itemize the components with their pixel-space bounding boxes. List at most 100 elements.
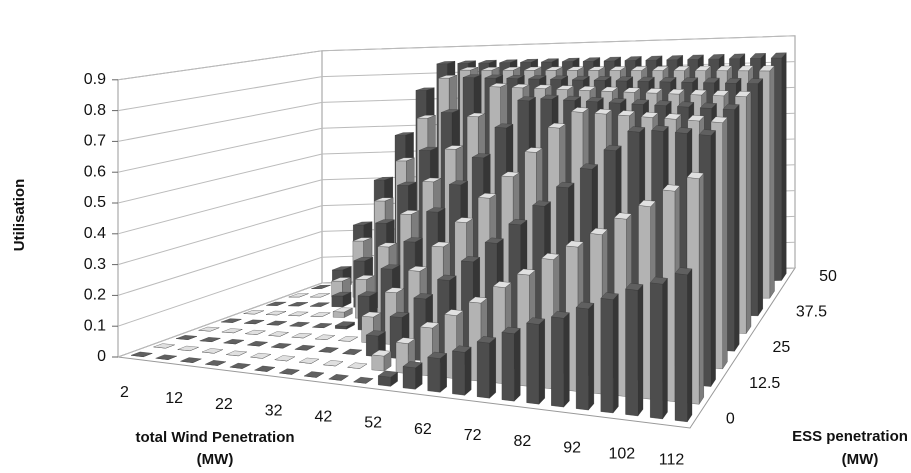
bar-side xyxy=(710,130,716,388)
bar-side xyxy=(722,117,728,370)
x-tick-label: 22 xyxy=(215,396,233,413)
bar-top xyxy=(395,157,415,162)
bar-top xyxy=(710,116,728,123)
y-tick-label: 0.8 xyxy=(84,102,106,119)
x-tick-label: 102 xyxy=(608,446,635,463)
bar-top xyxy=(377,370,399,378)
bar-top xyxy=(523,66,542,71)
bar xyxy=(371,354,385,372)
bar-top xyxy=(664,113,682,120)
bar-top xyxy=(221,328,243,334)
bar-top xyxy=(268,331,289,337)
bar-top xyxy=(438,75,457,79)
bar-top xyxy=(608,98,627,104)
y-tick-label: 0.2 xyxy=(84,287,106,304)
y-tick-label: 0.1 xyxy=(84,317,106,334)
bar-top xyxy=(662,184,681,192)
bar-top xyxy=(651,66,670,71)
bar-side xyxy=(687,268,693,423)
bar-top xyxy=(638,200,657,207)
bar-top xyxy=(130,351,153,357)
bar-top xyxy=(708,54,725,60)
bar-top xyxy=(571,75,590,81)
bar-top xyxy=(468,296,488,304)
bar-top xyxy=(649,276,668,285)
bar-top xyxy=(566,66,585,71)
bar-top xyxy=(452,345,472,353)
bar xyxy=(331,295,343,308)
bar-top xyxy=(533,84,553,89)
bar-top xyxy=(312,323,333,328)
bar-top xyxy=(734,91,752,97)
bar xyxy=(501,332,515,402)
bar-side xyxy=(464,346,472,396)
bar-top xyxy=(374,197,394,202)
grid-line xyxy=(117,35,796,81)
bar-top xyxy=(517,96,537,102)
bar-top xyxy=(425,207,446,213)
bar-top xyxy=(333,307,353,313)
x-tick-label: 72 xyxy=(464,427,482,444)
bar-top xyxy=(594,108,613,115)
bar-top xyxy=(371,349,392,357)
bar-top xyxy=(749,53,766,59)
bar-top xyxy=(243,319,265,325)
bar-top xyxy=(311,284,331,289)
bar-top xyxy=(615,76,634,82)
bar-top xyxy=(254,365,276,372)
bar-top xyxy=(555,85,575,90)
bar-top xyxy=(179,357,202,363)
bar xyxy=(476,341,490,399)
bar-top xyxy=(600,292,619,300)
bar-top xyxy=(520,58,538,63)
bar-top xyxy=(570,107,590,113)
bar-top xyxy=(342,348,363,355)
bar-top xyxy=(294,344,316,351)
bar-top xyxy=(677,101,695,108)
bar-top xyxy=(389,311,410,318)
bar-top xyxy=(578,86,597,91)
bar-top xyxy=(419,321,440,329)
x-tick-label: 32 xyxy=(265,402,283,419)
bar-top xyxy=(622,87,641,93)
bar-top xyxy=(484,74,503,79)
bar-top xyxy=(454,217,474,223)
bar-side xyxy=(514,328,521,402)
x-axis-label: (MW) xyxy=(197,451,234,468)
z-axis-label: ESS penetration xyxy=(792,428,908,445)
bar-top xyxy=(331,277,351,282)
bar-top xyxy=(526,317,546,325)
bar-top xyxy=(155,354,178,360)
bar-top xyxy=(549,75,569,80)
bar-top xyxy=(377,242,397,248)
bar xyxy=(378,375,391,387)
bar-top xyxy=(229,362,251,369)
bar-side xyxy=(698,172,704,405)
bar-top xyxy=(177,345,199,351)
bar-top xyxy=(278,368,300,375)
bar-top xyxy=(353,376,374,384)
bar-top xyxy=(737,65,754,71)
bar-top xyxy=(651,125,669,132)
bar-top xyxy=(674,267,693,276)
z-tick-label: 50 xyxy=(819,268,837,285)
bar-top xyxy=(288,311,309,317)
x-tick-label: 52 xyxy=(364,415,382,432)
bar-top xyxy=(508,219,528,226)
z-tick-label: 12.5 xyxy=(749,375,780,392)
bar-top xyxy=(353,221,373,226)
bar-top xyxy=(437,274,457,281)
bar-top xyxy=(365,330,386,337)
bar-top xyxy=(467,112,486,117)
bar-top xyxy=(541,253,560,260)
bar-top xyxy=(199,337,221,342)
bar-top xyxy=(624,56,642,61)
bar-top xyxy=(500,171,520,177)
bar-top xyxy=(540,94,559,100)
bar-top xyxy=(427,351,448,359)
bar xyxy=(332,311,345,318)
bar-top xyxy=(502,66,521,71)
bar-top xyxy=(770,52,787,59)
bar-side xyxy=(781,52,787,281)
y-tick-label: 0.6 xyxy=(84,163,106,180)
